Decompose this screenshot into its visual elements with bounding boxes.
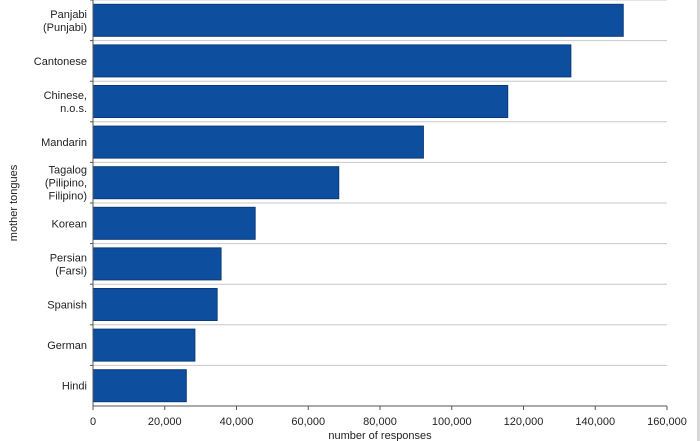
category-label: Panjabi (Punjabi) — [43, 9, 87, 34]
axes — [90, 0, 668, 410]
bar — [92, 85, 509, 118]
x-tick-label: 120,000 — [504, 416, 544, 428]
bar — [92, 3, 624, 37]
x-tick-label: 80,000 — [363, 416, 397, 428]
bar — [92, 247, 222, 281]
bar — [92, 369, 187, 403]
bar — [92, 166, 340, 200]
x-tick-label: 20,000 — [148, 416, 182, 428]
category-label: Mandarin — [41, 137, 87, 149]
bar — [92, 44, 572, 78]
x-tick-label: 160,000 — [647, 416, 687, 428]
x-tick-label: 140,000 — [575, 416, 615, 428]
bars — [92, 3, 624, 403]
x-tick-label: 60,000 — [291, 416, 325, 428]
bar — [92, 328, 196, 362]
category-label: Persian (Farsi) — [50, 252, 87, 277]
x-tick-label: 40,000 — [220, 416, 254, 428]
bar — [92, 206, 256, 240]
category-label: Chinese, n.o.s. — [44, 90, 87, 115]
x-tick-label: 100,000 — [432, 416, 472, 428]
bar — [92, 125, 424, 159]
bar — [92, 288, 218, 321]
category-label: Cantonese — [34, 56, 87, 68]
category-label: Korean — [52, 218, 87, 230]
category-labels: Panjabi (Punjabi) Cantonese Chinese, n.o.s. M… — [34, 9, 87, 393]
category-label: German — [47, 340, 87, 352]
category-label: Hindi — [62, 381, 87, 393]
category-label: Spanish — [47, 300, 87, 312]
x-tick-label: 0 — [90, 416, 96, 428]
category-label: Tagalog (Pilipino, Filipino) — [45, 165, 87, 203]
x-tick-labels: 0 20,000 40,000 60,000 80,000 100,000 120,000 1… — [90, 416, 687, 428]
x-axis-title: number of responses — [328, 430, 432, 441]
y-axis-title: mother tongues — [8, 164, 20, 241]
